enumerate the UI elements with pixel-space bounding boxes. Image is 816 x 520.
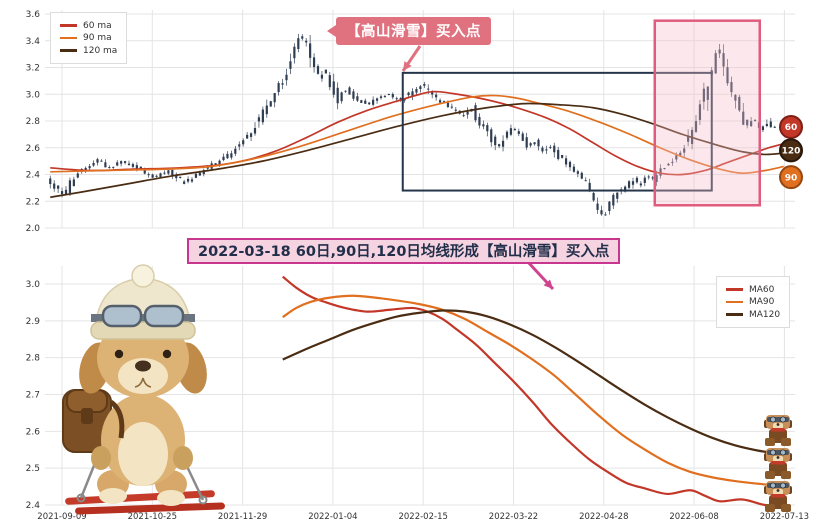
x-tick-label: 2022-03-22: [489, 512, 538, 520]
top-chart-legend: 60 ma 90 ma 120 ma: [50, 12, 128, 64]
y-tick-label: 2.8: [26, 354, 41, 364]
y-tick-label: 2.6: [26, 144, 41, 154]
ma-line-MA90: [282, 294, 788, 488]
candlesticks: [49, 33, 776, 216]
y-tick-label: 3.4: [26, 37, 41, 47]
svg-text:90: 90: [785, 173, 798, 183]
y-tick-label: 2.9: [26, 317, 41, 327]
highlight-region: [653, 19, 761, 207]
svg-text:120: 120: [782, 147, 801, 157]
ma90-line-swatch: [60, 36, 77, 40]
legend-label-60ma: 60 ma: [83, 20, 112, 31]
x-tick-label: 2021-11-29: [218, 512, 267, 520]
x-tick-label: 2022-07-13: [760, 512, 809, 520]
bottom-ma-chart: 2021-09-09 2021-10-25 2021-11-29 2022-01-04…: [26, 266, 809, 520]
legend-label-120ma: 120 ma: [83, 45, 118, 56]
y-tick-label: 2.2: [26, 197, 40, 207]
legend-label-ma120: MA120: [749, 309, 781, 320]
legend-item-60ma: 60 ma: [60, 21, 117, 31]
ma-badge-120: [779, 138, 803, 163]
x-tick-label: 2022-04-28: [579, 512, 628, 520]
ma60-line-swatch: [726, 288, 743, 291]
y-tick-label: 2.4: [26, 171, 41, 181]
x-tick-label: 2022-01-04: [308, 512, 357, 520]
ma-line-MA60: [282, 275, 788, 508]
ma-line-90ma: [50, 94, 784, 175]
bottom-chart-legend: MA60 MA90 MA120: [716, 276, 791, 328]
ma120-line-swatch: [726, 313, 743, 316]
legend-item-90ma: 90 ma: [60, 33, 117, 43]
ma120-line-swatch: [60, 49, 77, 52]
ma90-line-swatch: [726, 300, 743, 304]
arrow-head: [403, 61, 412, 71]
svg-text:60: 60: [785, 123, 798, 133]
ma-badge-90: [779, 165, 803, 190]
ma-line-120ma: [50, 102, 784, 199]
x-tick-label: 2021-09-09: [37, 512, 86, 520]
y-tick-label: 3.6: [26, 10, 41, 20]
y-tick-label: 2.7: [26, 390, 40, 400]
ma-badge-60: [779, 115, 803, 140]
x-tick-label: 2022-06-08: [669, 512, 718, 520]
legend-item-ma60: MA60: [726, 285, 780, 295]
ma-line-MA120: [282, 309, 788, 457]
y-tick-label: 2.4: [26, 501, 41, 511]
legend-label-90ma: 90 ma: [83, 33, 112, 43]
x-tick-label: 2022-02-15: [398, 512, 447, 520]
y-tick-label: 2.5: [26, 464, 40, 474]
top-price-chart: 2.0 2.2 2.4 2.6 2.8 3.0 3.2 3.4 3.6 60 120 90: [26, 10, 803, 232]
buy-point-callout: 【高山滑雪】买入点: [327, 17, 491, 45]
legend-label-ma60: MA60: [749, 284, 775, 295]
y-tick-label: 2.6: [26, 427, 41, 437]
signal-box: [401, 71, 713, 192]
y-tick-label: 2.0: [26, 224, 41, 232]
y-tick-label: 2.8: [26, 117, 41, 127]
ma60-line-swatch: [60, 24, 77, 27]
y-tick-label: 3.2: [26, 64, 40, 74]
legend-item-120ma: 120 ma: [60, 46, 117, 56]
ma-badges: 60 120 90: [779, 115, 803, 190]
legend-label-ma90: MA90: [749, 297, 775, 307]
y-tick-label: 3.0: [26, 280, 41, 290]
y-tick-label: 3.0: [26, 90, 41, 100]
x-tick-label: 2021-10-25: [128, 512, 177, 520]
pattern-date-annotation: 2022-03-18 60日,90日,120日均线形成【高山滑雪】买入点: [187, 238, 621, 264]
legend-item-ma120: MA120: [726, 310, 780, 320]
legend-item-ma90: MA90: [726, 297, 780, 307]
